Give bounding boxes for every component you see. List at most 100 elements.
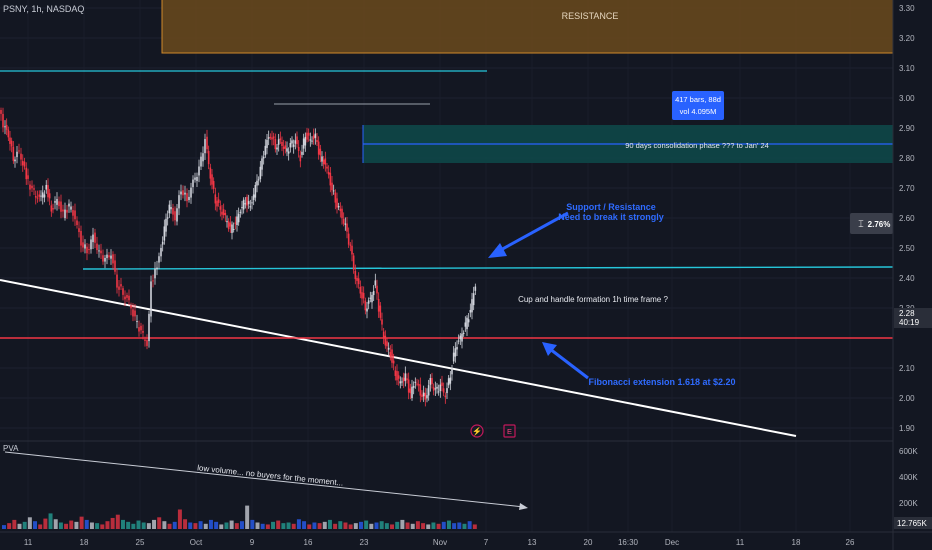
dividend-event-icon[interactable]: ⚡ — [470, 424, 484, 438]
candle-219 — [392, 353, 395, 371]
volume-bar-31 — [162, 521, 167, 529]
volume-bar-57 — [296, 519, 301, 529]
price-tick-14: 1.90 — [899, 424, 915, 433]
candle-244 — [434, 381, 437, 396]
volume-bar-16 — [84, 519, 89, 529]
price-tick-6: 2.70 — [899, 184, 915, 193]
candle-212 — [381, 312, 383, 331]
candle-69 — [132, 303, 134, 322]
time-tick-11: 16:30 — [618, 538, 639, 547]
candle-171 — [312, 128, 315, 145]
candle-137 — [256, 174, 258, 193]
volume-bar-27 — [141, 522, 146, 529]
candle-118 — [224, 209, 227, 222]
price-tick-7: 2.60 — [899, 214, 915, 223]
volume-bar-48 — [250, 519, 255, 529]
price-tick-2: 3.10 — [899, 64, 915, 73]
low-volume-trendline[interactable] — [4, 451, 528, 510]
candle-12 — [21, 154, 24, 172]
descending-trendline[interactable] — [0, 279, 797, 437]
volume-bar-11 — [58, 522, 63, 529]
candle-120 — [227, 218, 230, 232]
candle-73 — [140, 322, 142, 335]
candle-198 — [357, 272, 360, 289]
candle-242 — [431, 372, 433, 389]
candle-129 — [242, 197, 245, 214]
candle-201 — [362, 286, 365, 304]
candle-70 — [134, 304, 136, 321]
candle-104 — [200, 152, 202, 170]
candle-234 — [417, 379, 420, 392]
support-resistance-line[interactable] — [82, 266, 894, 270]
price-candles — [0, 107, 477, 407]
candle-37 — [68, 199, 70, 213]
candle-215 — [386, 337, 388, 352]
volume-axis-ticks[interactable]: 600K 400K 200K — [899, 447, 918, 508]
candle-8 — [14, 156, 16, 168]
arrow-fibonacci[interactable] — [542, 342, 589, 380]
candle-124 — [234, 216, 237, 230]
volume-bar-61 — [317, 523, 322, 529]
volume-last-value: 12.765K — [897, 519, 927, 528]
candle-173 — [316, 133, 318, 146]
candle-97 — [186, 188, 188, 208]
candle-210 — [377, 292, 380, 318]
candle-245 — [436, 383, 438, 394]
volume-bar-40 — [208, 519, 213, 529]
candle-149 — [276, 144, 278, 155]
candle-139 — [259, 160, 262, 183]
candle-257 — [456, 340, 458, 357]
candle-57 — [108, 252, 110, 260]
volume-bar-86 — [446, 520, 451, 529]
volume-bar-6 — [33, 521, 38, 529]
candle-190 — [344, 217, 347, 231]
volume-bar-12 — [64, 523, 69, 529]
volume-bar-78 — [405, 522, 410, 529]
candle-251 — [446, 382, 448, 399]
resistance-zone[interactable] — [161, 0, 894, 54]
fib-price-tag — [894, 331, 932, 343]
candle-183 — [332, 184, 335, 195]
candle-178 — [324, 151, 327, 172]
time-tick-0: 11 — [24, 538, 33, 547]
volume-bar-19 — [100, 524, 105, 529]
candle-174 — [317, 136, 320, 160]
volume-indicator-label[interactable]: PVA — [3, 444, 19, 453]
candle-65 — [124, 290, 126, 307]
measure-box[interactable] — [672, 91, 724, 120]
time-axis-ticks[interactable]: 11 18 25 Oct 9 16 23 Nov 7 13 20 16:30 Dec 11 18 26 — [24, 538, 855, 547]
candle-188 — [341, 205, 343, 225]
earnings-event-icon[interactable]: E — [503, 424, 516, 438]
candle-208 — [374, 273, 377, 289]
volume-bar-76 — [395, 521, 400, 529]
candle-165 — [302, 133, 305, 155]
time-tick-2: 25 — [136, 538, 145, 547]
arrow-support-resistance[interactable] — [488, 211, 569, 258]
volume-bar-10 — [53, 519, 58, 529]
price-tick-3: 3.00 — [899, 94, 915, 103]
price-tick-8: 2.50 — [899, 244, 915, 253]
candle-246 — [437, 384, 440, 396]
volume-bar-44 — [229, 520, 234, 529]
candle-156 — [287, 147, 290, 161]
candle-39 — [72, 205, 74, 222]
volume-bar-82 — [426, 524, 431, 529]
price-tick-1: 3.20 — [899, 34, 915, 43]
candle-123 — [232, 222, 235, 233]
consolidation-label: 90 days consolidation phase ??? to Jan' … — [625, 141, 769, 150]
candle-14 — [25, 162, 28, 185]
volume-bar-25 — [131, 523, 136, 529]
candle-200 — [361, 285, 363, 306]
percent-badge[interactable] — [850, 213, 893, 234]
candle-195 — [352, 252, 355, 274]
volume-bar-41 — [214, 521, 219, 529]
volume-bar-67 — [348, 524, 353, 529]
symbol-header[interactable]: PSNY, 1h, NASDAQ — [3, 4, 85, 14]
candle-55 — [104, 254, 106, 269]
price-axis-ticks[interactable]: 3.30 3.20 3.10 3.00 2.90 2.80 2.70 2.60 2.50 2.40… — [899, 4, 915, 433]
candle-5 — [9, 131, 11, 151]
volume-tick-2: 200K — [899, 499, 918, 508]
volume-bar-91 — [472, 524, 477, 529]
volume-bar-68 — [353, 523, 358, 529]
